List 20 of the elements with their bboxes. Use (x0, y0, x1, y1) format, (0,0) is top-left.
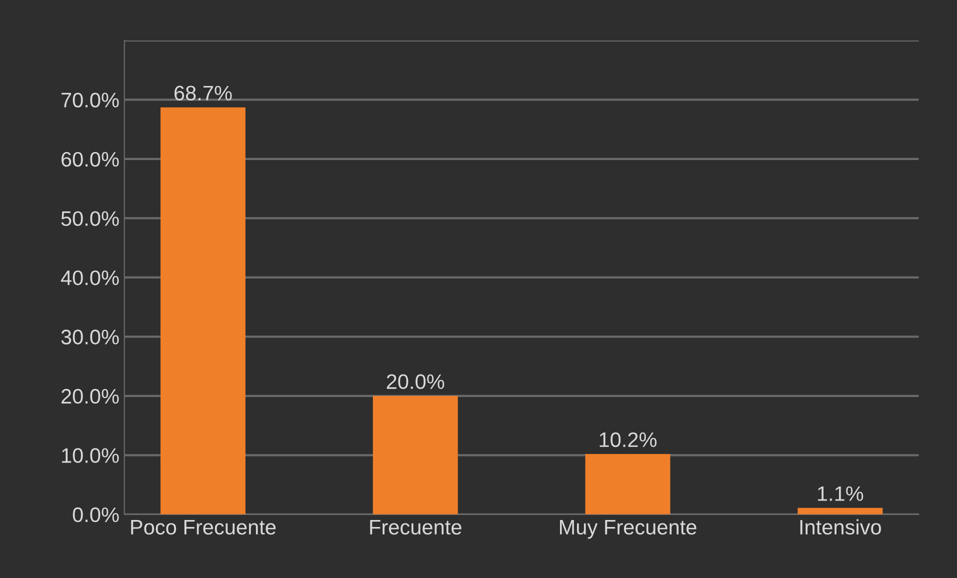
y-tick-label: 50.0% (61, 211, 119, 226)
bar (160, 107, 246, 514)
y-tick-label: 60.0% (62, 152, 119, 167)
data-label: 20.0% (386, 374, 444, 390)
y-tick-label: 70.0% (62, 92, 119, 108)
data-label: 10.2% (600, 432, 657, 448)
x-tick-label: Muy Frecuente (560, 520, 696, 539)
data-label: 1.1% (818, 486, 864, 501)
y-tick-label: 0.0% (72, 507, 119, 522)
y-tick-label: 10.0% (62, 448, 119, 463)
y-tick-label: 30.0% (61, 330, 119, 344)
bar (798, 508, 883, 514)
y-tick-label: 20.0% (62, 388, 119, 404)
x-tick-label: Poco Frecuente (131, 520, 276, 535)
bar (372, 396, 458, 514)
bar (585, 454, 670, 514)
y-tick-label: 40.0% (60, 270, 119, 286)
x-tick-label: Intensivo (800, 519, 881, 535)
x-tick-label: Frecuente (370, 520, 462, 535)
data-label: 68.7% (174, 86, 232, 101)
